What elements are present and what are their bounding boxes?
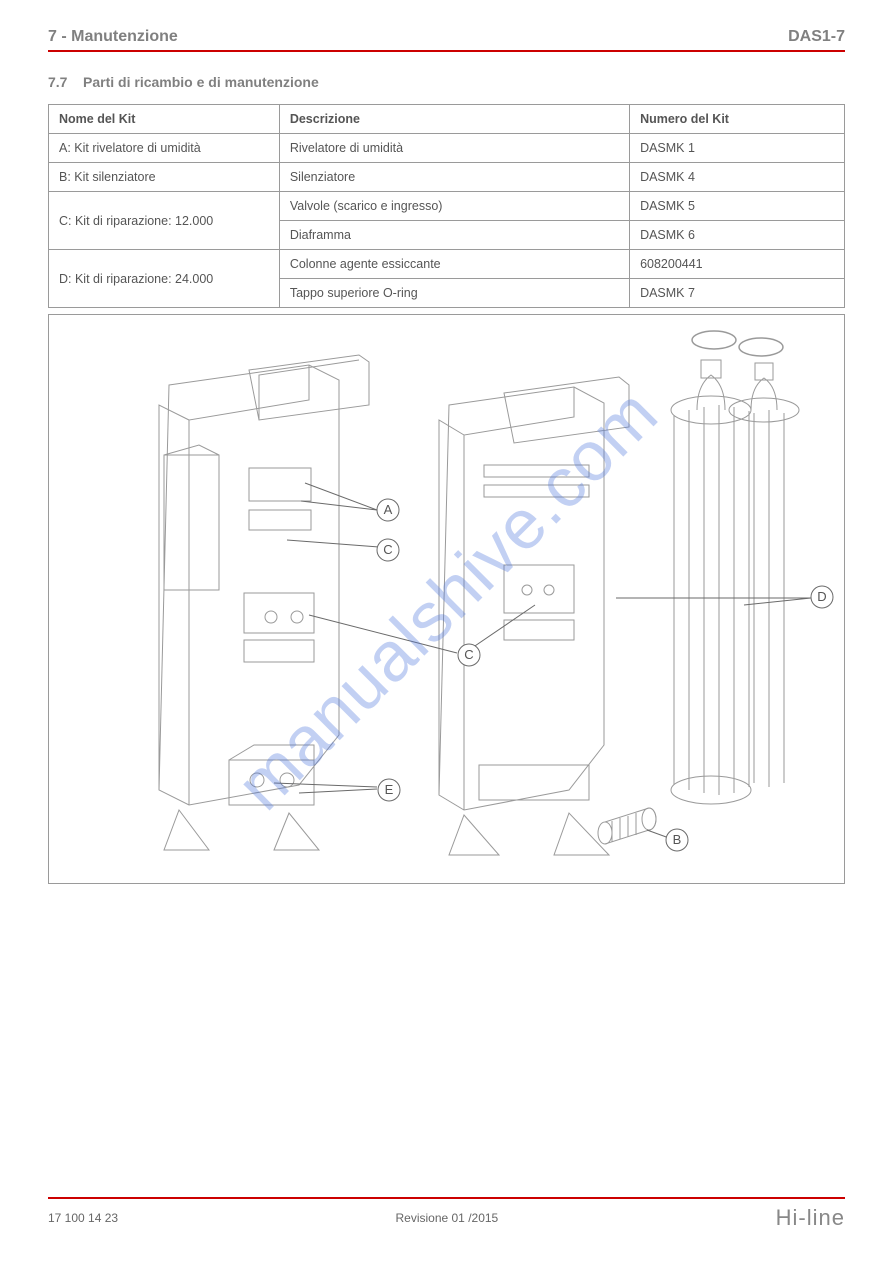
cell-kit: 608200441 (630, 250, 845, 279)
cell-kit: DASMK 4 (630, 163, 845, 192)
section-number: 7.7 (48, 74, 67, 90)
cell-kit: DASMK 6 (630, 221, 845, 250)
cell-desc: Valvole (scarico e ingresso) (279, 192, 629, 221)
cell-name: A: Kit rivelatore di umidità (49, 134, 280, 163)
section-name: Parti di ricambio e di manutenzione (83, 74, 319, 90)
section-heading: 7.7 Parti di ricambio e di manutenzione (48, 74, 845, 90)
cell-kit: DASMK 7 (630, 279, 845, 308)
col-name: Nome del Kit (49, 105, 280, 134)
exploded-diagram: A C C E D B manualshive.com (48, 314, 845, 884)
cell-desc: Colonne agente essiccante (279, 250, 629, 279)
section-title-header: Manutenzione (71, 28, 178, 45)
table-row: B: Kit silenziatore Silenziatore DASMK 4 (49, 163, 845, 192)
callout-a: A (384, 502, 393, 517)
header-rule (48, 50, 845, 52)
footer-docno: 17 100 14 23 (48, 1211, 118, 1225)
callout-d: D (817, 589, 826, 604)
cell-desc: Tappo superiore O-ring (279, 279, 629, 308)
callout-e: E (385, 782, 394, 797)
cell-desc: Rivelatore di umidità (279, 134, 629, 163)
desiccant-columns (671, 331, 799, 804)
header-left: 7 - Manutenzione (48, 28, 178, 46)
callout-c-left: C (383, 542, 392, 557)
page-header: 7 - Manutenzione DAS1-7 (48, 28, 845, 46)
table-row: C: Kit di riparazione: 12.000 Valvole (s… (49, 192, 845, 221)
footer-revision: Revisione 01 /2015 (395, 1211, 498, 1225)
table-body: A: Kit rivelatore di umidità Rivelatore … (49, 134, 845, 308)
table-row: D: Kit di riparazione: 24.000 Colonne ag… (49, 250, 845, 279)
section-number-prefix: 7 - (48, 28, 67, 45)
col-desc: Descrizione (279, 105, 629, 134)
machine-middle (439, 377, 629, 855)
footer-rule (48, 1197, 845, 1199)
cell-name: B: Kit silenziatore (49, 163, 280, 192)
callout-lines (274, 483, 811, 838)
col-kit: Numero del Kit (630, 105, 845, 134)
diagram-svg: A C C E D B (49, 315, 844, 884)
cell-kit: DASMK 1 (630, 134, 845, 163)
table-row: A: Kit rivelatore di umidità Rivelatore … (49, 134, 845, 163)
cell-name: C: Kit di riparazione: 12.000 (49, 192, 280, 250)
table-head: Nome del Kit Descrizione Numero del Kit (49, 105, 845, 134)
cell-name: D: Kit di riparazione: 24.000 (49, 250, 280, 308)
cell-desc: Diaframma (279, 221, 629, 250)
product-code: DAS1-7 (788, 28, 845, 46)
footer-row: 17 100 14 23 Revisione 01 /2015 Hi-line (48, 1205, 845, 1231)
cell-kit: DASMK 5 (630, 192, 845, 221)
footer-logo: Hi-line (776, 1205, 845, 1231)
machine-left (159, 355, 369, 850)
callout-b: B (673, 832, 682, 847)
cell-desc: Silenziatore (279, 163, 629, 192)
parts-table: Nome del Kit Descrizione Numero del Kit … (48, 104, 845, 308)
callout-c-mid: C (464, 647, 473, 662)
table-header-row: Nome del Kit Descrizione Numero del Kit (49, 105, 845, 134)
page-footer: 17 100 14 23 Revisione 01 /2015 Hi-line (48, 1197, 845, 1231)
silencer-part (598, 808, 656, 844)
